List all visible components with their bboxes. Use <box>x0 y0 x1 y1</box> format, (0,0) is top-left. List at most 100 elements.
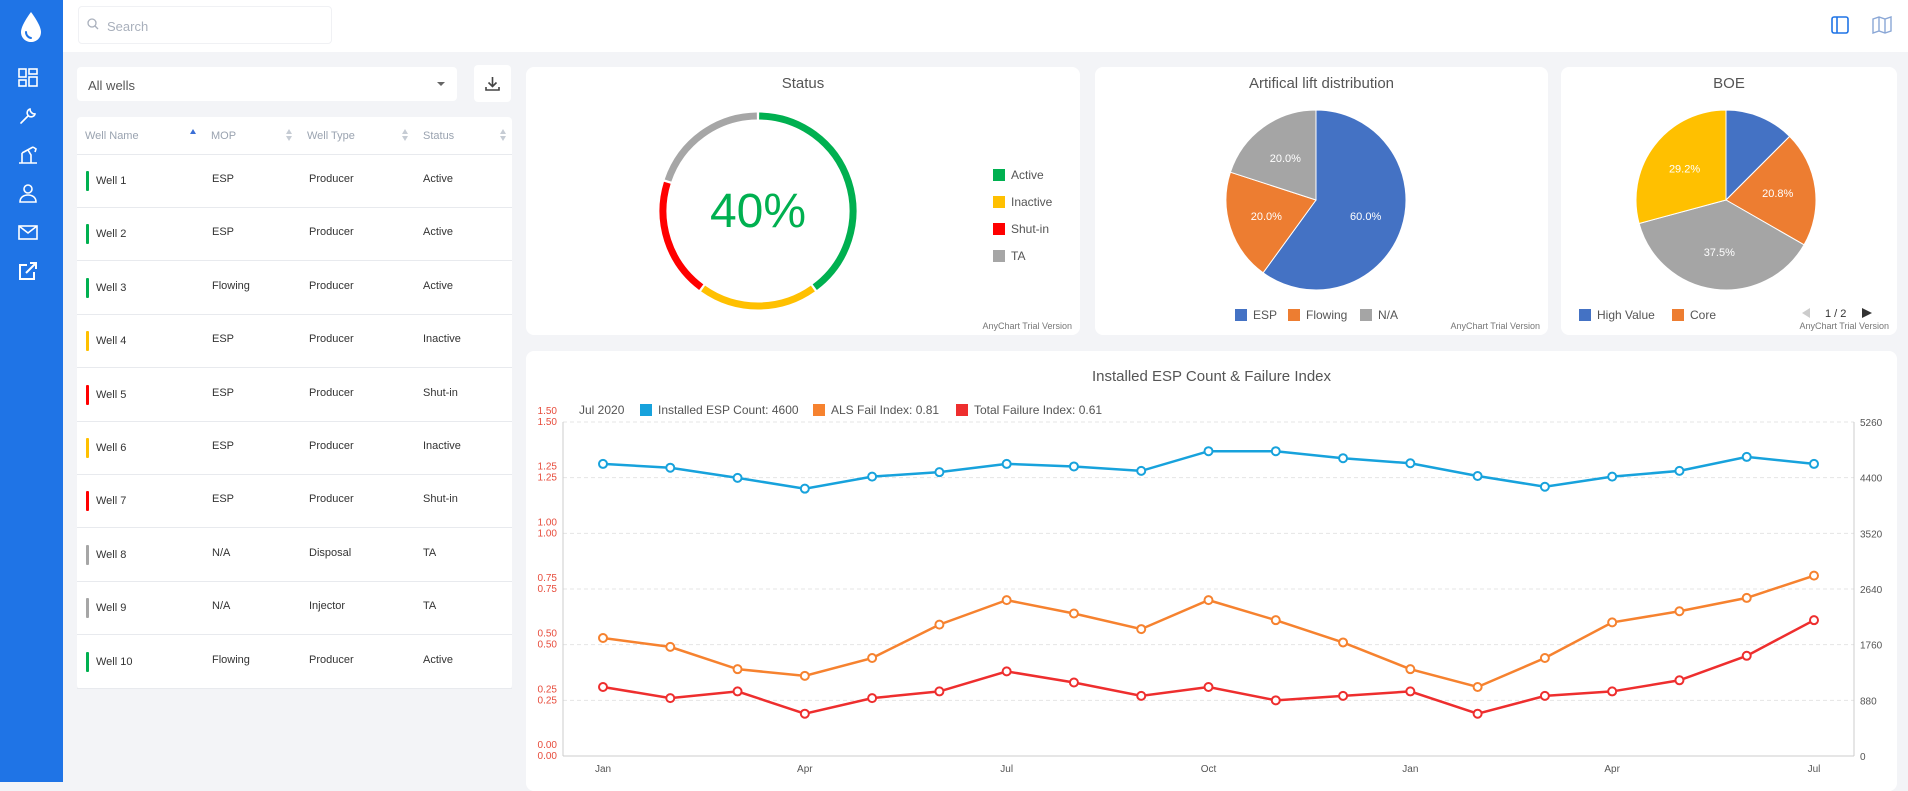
series-point[interactable] <box>1674 465 1685 476</box>
series-point[interactable] <box>1136 465 1147 476</box>
donut-segment-active[interactable] <box>759 112 857 290</box>
column-header-mop[interactable]: MOP <box>211 130 237 142</box>
series-point[interactable] <box>1001 458 1012 469</box>
series-point[interactable] <box>1136 624 1147 635</box>
series-point[interactable] <box>732 686 743 697</box>
series-line[interactable] <box>602 574 1815 689</box>
column-header-well-type[interactable]: Well Type <box>307 130 355 142</box>
series-point[interactable] <box>1405 664 1416 675</box>
sort-asc-icon[interactable] <box>190 129 198 143</box>
table-row[interactable]: Well 6 ESP Producer Inactive <box>77 422 512 475</box>
series-point[interactable] <box>799 708 810 719</box>
series-point[interactable] <box>1607 686 1618 697</box>
dashboard-icon[interactable] <box>17 67 39 89</box>
series-point[interactable] <box>1472 470 1483 481</box>
pie-slice[interactable] <box>1225 171 1317 274</box>
search-input[interactable]: Search <box>78 6 332 44</box>
series-point[interactable] <box>1741 650 1752 661</box>
series-point[interactable] <box>665 462 676 473</box>
sort-icon[interactable] <box>286 129 294 143</box>
pager-next-icon[interactable] <box>1861 307 1873 319</box>
series-point[interactable] <box>1741 451 1752 462</box>
series-point[interactable] <box>1338 637 1349 648</box>
column-header-status[interactable]: Status <box>423 130 455 142</box>
series-point[interactable] <box>1809 458 1819 469</box>
series-point[interactable] <box>1068 677 1079 688</box>
oil-pump-icon[interactable] <box>17 143 39 165</box>
series-line[interactable] <box>602 449 1815 490</box>
series-point[interactable] <box>1405 686 1416 697</box>
series-point[interactable] <box>1001 666 1012 677</box>
donut-segment-ta[interactable] <box>664 112 757 182</box>
series-point[interactable] <box>665 693 676 704</box>
series-point[interactable] <box>1674 606 1685 617</box>
series-point[interactable] <box>1539 690 1550 701</box>
series-point[interactable] <box>1472 681 1483 692</box>
wrench-icon[interactable] <box>17 105 39 127</box>
sort-icon[interactable] <box>402 129 410 143</box>
user-icon[interactable] <box>17 182 39 204</box>
panel-toggle-icon[interactable] <box>1829 14 1851 36</box>
pie-slice[interactable] <box>1262 109 1407 291</box>
series-point[interactable] <box>799 670 810 681</box>
series-point[interactable] <box>867 471 878 482</box>
series-point[interactable] <box>1203 446 1214 457</box>
series-point[interactable] <box>1203 681 1214 692</box>
table-row[interactable]: Well 4 ESP Producer Inactive <box>77 315 512 369</box>
series-point[interactable] <box>598 632 608 643</box>
series-point[interactable] <box>1539 481 1550 492</box>
series-point[interactable] <box>1809 615 1819 626</box>
series-point[interactable] <box>1270 446 1281 457</box>
donut-segment-inactive[interactable] <box>701 285 815 310</box>
series-point[interactable] <box>1068 608 1079 619</box>
series-point[interactable] <box>1607 471 1618 482</box>
sort-icon[interactable] <box>500 129 508 143</box>
series-point[interactable] <box>867 693 878 704</box>
donut-segment-shut-in[interactable] <box>659 181 704 290</box>
series-point[interactable] <box>1001 595 1012 606</box>
series-point[interactable] <box>1068 461 1079 472</box>
series-point[interactable] <box>934 686 945 697</box>
series-point[interactable] <box>598 681 608 692</box>
series-point[interactable] <box>1539 653 1550 664</box>
series-point[interactable] <box>934 467 945 478</box>
series-point[interactable] <box>1136 690 1147 701</box>
series-point[interactable] <box>1203 595 1214 606</box>
mail-icon[interactable] <box>17 221 39 243</box>
table-row[interactable]: Well 10 Flowing Producer Active <box>77 636 512 689</box>
series-point[interactable] <box>598 458 608 469</box>
series-point[interactable] <box>1270 695 1281 706</box>
series-point[interactable] <box>1338 453 1349 464</box>
table-row[interactable]: Well 3 Flowing Producer Active <box>77 262 512 315</box>
water-drop-icon[interactable] <box>16 10 46 44</box>
pager-prev-icon[interactable] <box>1801 307 1811 319</box>
pie-slice[interactable] <box>1725 109 1791 202</box>
pie-slice[interactable] <box>1229 109 1317 201</box>
series-point[interactable] <box>1809 570 1819 581</box>
wells-select[interactable]: All wells <box>77 67 457 101</box>
series-point[interactable] <box>1338 690 1349 701</box>
map-icon[interactable] <box>1871 14 1893 36</box>
series-point[interactable] <box>1674 675 1685 686</box>
table-row[interactable]: Well 9 N/A Injector TA <box>77 582 512 636</box>
series-point[interactable] <box>1405 458 1416 469</box>
pie-slice[interactable] <box>1725 135 1817 246</box>
series-point[interactable] <box>732 472 743 483</box>
series-line[interactable] <box>602 619 1815 715</box>
table-row[interactable]: Well 5 ESP Producer Shut-in <box>77 369 512 422</box>
series-point[interactable] <box>799 483 810 494</box>
table-row[interactable]: Well 8 N/A Disposal TA <box>77 529 512 582</box>
download-button[interactable] <box>474 65 511 102</box>
table-row[interactable]: Well 1 ESP Producer Active <box>77 155 512 208</box>
pie-slice[interactable] <box>1635 109 1727 225</box>
series-point[interactable] <box>732 664 743 675</box>
series-point[interactable] <box>934 619 945 630</box>
series-point[interactable] <box>1741 592 1752 603</box>
series-point[interactable] <box>1607 617 1618 628</box>
series-point[interactable] <box>665 641 676 652</box>
table-row[interactable]: Well 2 ESP Producer Active <box>77 208 512 262</box>
table-row[interactable]: Well 7 ESP Producer Shut-in <box>77 475 512 529</box>
pie-slice[interactable] <box>1638 199 1805 291</box>
external-link-icon[interactable] <box>17 260 39 282</box>
column-header-well-name[interactable]: Well Name <box>85 130 139 142</box>
